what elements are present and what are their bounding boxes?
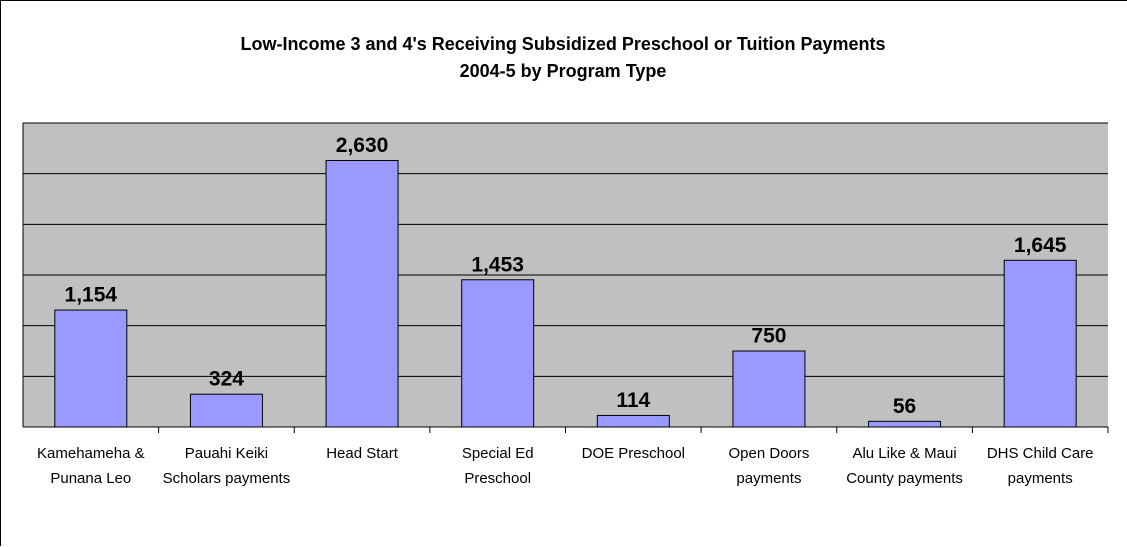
x-tick-label: Kamehameha & Punana Leo bbox=[37, 445, 145, 487]
data-label: 2,630 bbox=[336, 134, 389, 157]
x-tick-label: Alu Like & Maui County payments bbox=[846, 445, 963, 487]
data-label: 56 bbox=[893, 395, 916, 418]
bar bbox=[732, 350, 806, 428]
data-label: 1,453 bbox=[471, 253, 524, 276]
data-label: 114 bbox=[616, 389, 650, 412]
x-tick-label: Special Ed Preschool bbox=[461, 445, 534, 487]
data-label: 750 bbox=[751, 325, 786, 348]
chart-title: Low-Income 3 and 4's Receiving Subsidize… bbox=[240, 34, 885, 54]
x-tick-label: Head Start bbox=[326, 445, 398, 462]
data-label: 1,645 bbox=[1014, 234, 1067, 257]
data-label: 324 bbox=[209, 368, 244, 391]
bar bbox=[868, 420, 942, 428]
x-tick-label: DOE Preschool bbox=[581, 445, 685, 462]
data-label: 1,154 bbox=[65, 284, 118, 307]
bar bbox=[54, 309, 128, 428]
bar bbox=[325, 159, 399, 428]
x-tick-label: DHS Child Care payments bbox=[986, 445, 1094, 487]
chart-subtitle: 2004-5 by Program Type bbox=[460, 61, 667, 81]
bar bbox=[189, 393, 263, 428]
bar bbox=[596, 414, 670, 428]
bar bbox=[1003, 259, 1077, 428]
x-tick-label: Open Doors payments bbox=[728, 445, 810, 487]
bar bbox=[461, 279, 535, 428]
x-tick-label: Pauahi Keiki Scholars payments bbox=[162, 445, 291, 487]
